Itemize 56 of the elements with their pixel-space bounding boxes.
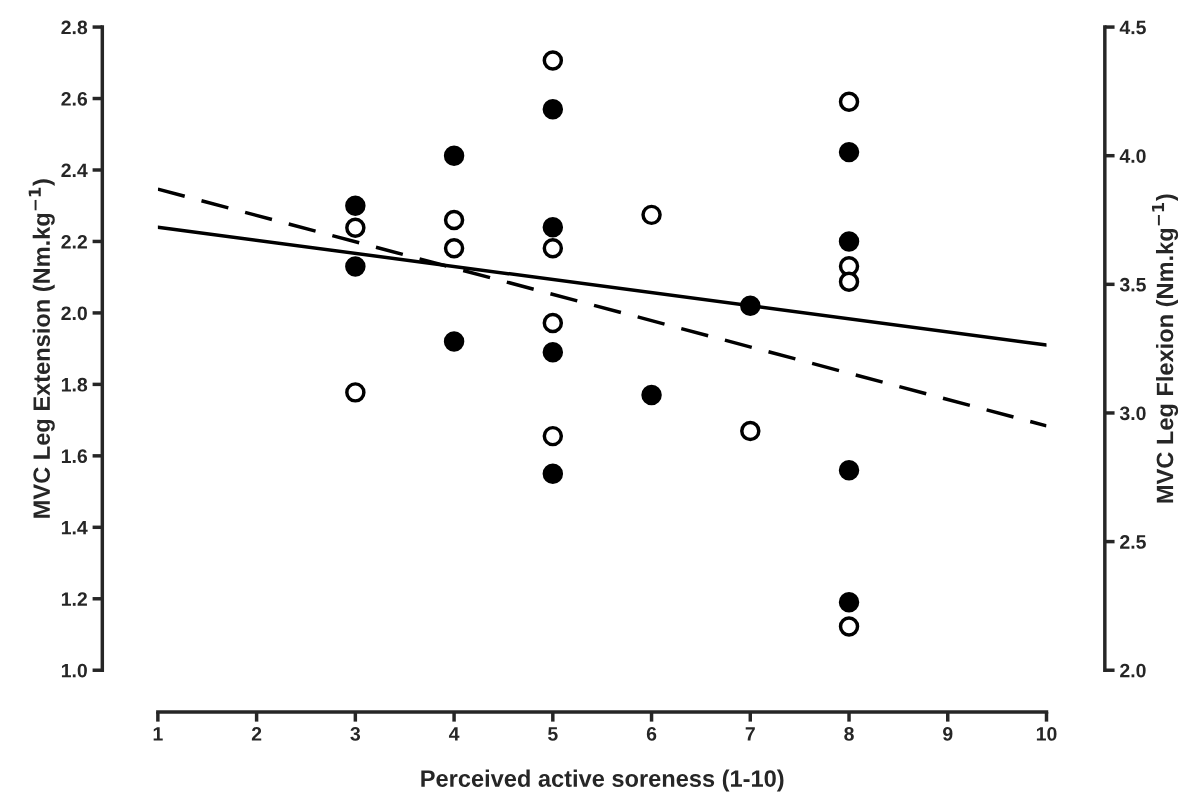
x-tick-label: 2 xyxy=(251,727,262,741)
point xyxy=(443,331,465,352)
point xyxy=(542,425,564,447)
point xyxy=(838,271,860,292)
y-tick-label: 2.2 xyxy=(61,234,87,249)
point xyxy=(838,91,860,112)
y-tick-label: 2.0 xyxy=(61,306,87,321)
point xyxy=(443,238,465,259)
point xyxy=(838,459,860,481)
y-tick-label: 2.6 xyxy=(61,91,88,106)
point xyxy=(542,463,564,484)
point xyxy=(345,382,366,403)
y-tick-label: 1.2 xyxy=(61,592,87,606)
y2-tick-label: 4.0 xyxy=(1119,149,1146,163)
x-tick-label: 9 xyxy=(943,727,953,741)
point xyxy=(838,616,860,637)
x-tick-label: 10 xyxy=(1036,727,1057,741)
point xyxy=(740,295,761,317)
y-tick-label: 1.4 xyxy=(61,520,88,535)
x-tick-label: 8 xyxy=(844,727,854,741)
y2-axis-title: MVC Leg Flexion (Nm.kg$^{−1}$) xyxy=(1152,194,1179,503)
x-tick-label: 1 xyxy=(153,727,163,741)
y-tick-label: 2.8 xyxy=(61,20,88,35)
x-tick-label: 4 xyxy=(448,727,460,741)
y2-tick-label: 3.5 xyxy=(1119,277,1146,292)
x-tick-label: 6 xyxy=(646,727,657,741)
point xyxy=(443,209,465,231)
y2-tick-label: 3.0 xyxy=(1119,406,1146,421)
y2-tick-label: 4.5 xyxy=(1119,20,1146,35)
y2-tick-label: 2.5 xyxy=(1120,535,1146,549)
point xyxy=(542,238,564,259)
x-tick-label: 7 xyxy=(745,727,755,741)
point xyxy=(345,217,366,238)
x-axis-title: Perceived active soreness (1-10) xyxy=(421,769,784,792)
x-tick-label: 5 xyxy=(548,727,558,741)
point xyxy=(641,384,662,406)
point xyxy=(345,195,366,216)
y-axis-title: MVC Leg Extension (Nm.kg$^{−1}$) xyxy=(28,179,55,518)
point xyxy=(542,312,564,334)
point xyxy=(740,420,761,442)
point xyxy=(443,145,465,166)
y-tick-label: 1.8 xyxy=(61,377,88,392)
point xyxy=(542,50,564,71)
point xyxy=(838,231,860,252)
x-tick-label: 3 xyxy=(350,727,361,741)
point xyxy=(838,141,860,163)
point xyxy=(641,204,662,226)
y-tick-label: 1.0 xyxy=(61,663,87,678)
point xyxy=(542,216,564,238)
y-tick-label: 1.6 xyxy=(61,449,88,464)
point xyxy=(542,99,564,120)
point xyxy=(838,592,860,613)
point xyxy=(345,256,366,277)
y2-tick-label: 2.0 xyxy=(1120,663,1146,678)
point xyxy=(542,341,564,363)
y-tick-label: 2.4 xyxy=(61,163,88,178)
